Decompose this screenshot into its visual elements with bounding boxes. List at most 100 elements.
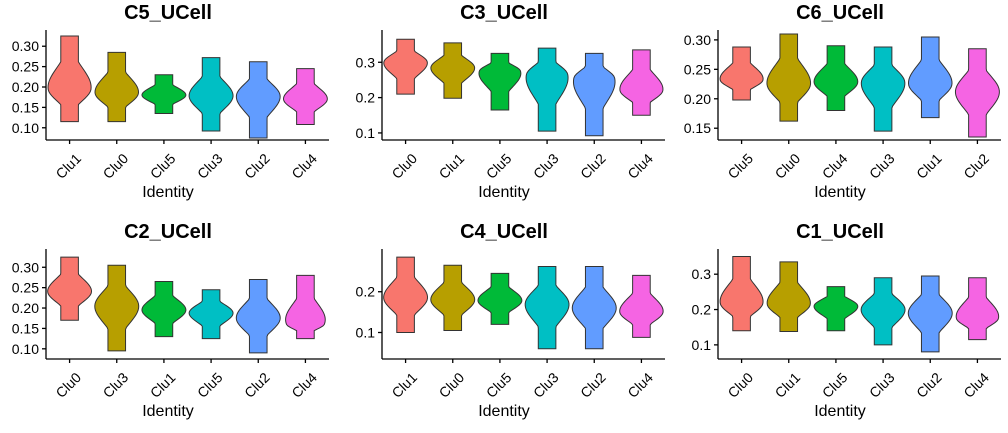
panel-title: C6_UCell <box>796 2 884 24</box>
violin-clu0 <box>719 256 764 332</box>
x-tick-label: Clu2 <box>577 369 609 401</box>
y-tick-label: 0.2 <box>356 90 376 106</box>
y-tick-label: 0.20 <box>12 300 39 316</box>
x-tick-label: Clu3 <box>530 369 562 401</box>
x-tick-label: Clu5 <box>194 369 226 401</box>
violin-panel-4: C4_UCell Identity 0.1 0.2 Clu1 Clu0 Clu5 Clu3 Cl… <box>336 219 672 433</box>
y-tick-label: 0.3 <box>356 54 376 70</box>
violin-clu1 <box>141 281 187 338</box>
x-tick-label: Clu5 <box>483 150 515 182</box>
x-tick-label: Clu4 <box>960 369 992 401</box>
y-tick-label: 0.2 <box>692 302 712 318</box>
y-tick-label: 0.20 <box>684 91 711 107</box>
violin-clu2 <box>571 265 617 350</box>
violin-clu1 <box>383 256 429 333</box>
x-axis-label: Identity <box>478 403 530 420</box>
violin-panel-5: C1_UCell Identity 0.1 0.2 0.3 Clu0 Clu1 Clu5 Clu… <box>672 219 1008 433</box>
panel-title: C3_UCell <box>460 2 548 24</box>
y-tick-label: 0.1 <box>692 337 712 353</box>
x-tick-label: Clu5 <box>147 150 179 182</box>
violin-clu2 <box>572 52 616 137</box>
panel-title: C1_UCell <box>796 221 884 243</box>
violin-clu3 <box>860 277 906 346</box>
violin-clu3 <box>94 264 140 352</box>
violin-clu5 <box>719 46 764 101</box>
y-tick-label: 0.1 <box>356 325 376 341</box>
violin-chart-svg: 0.15 0.20 0.25 0.30 Clu5 Clu0 Clu4 Clu3 Clu1 Clu2 <box>684 30 1001 182</box>
violin-chart-svg: 0.10 0.15 0.20 0.25 0.30 Clu0 Clu3 Clu1 Clu5 Clu2… <box>12 249 329 401</box>
violin-clu0 <box>94 51 140 123</box>
violin-clu5 <box>188 289 234 340</box>
x-tick-label: Clu0 <box>388 150 420 182</box>
x-tick-label: Clu3 <box>100 369 132 401</box>
violin-panel-1: C3_UCell Identity 0.1 0.2 0.3 Clu0 Clu1 Clu5 Clu… <box>336 0 672 214</box>
y-tick-label: 0.3 <box>692 266 712 282</box>
x-tick-label: Clu1 <box>913 150 945 182</box>
violin-clu3 <box>860 46 906 132</box>
violin-clu5 <box>478 52 522 111</box>
violin-clu4 <box>619 49 664 116</box>
violin-clu4 <box>813 45 859 112</box>
x-tick-label: Clu5 <box>819 369 851 401</box>
x-tick-label: Clu3 <box>866 150 898 182</box>
violin-clu3 <box>524 265 570 350</box>
x-axis-label: Identity <box>142 403 194 420</box>
x-tick-label: Clu2 <box>241 150 273 182</box>
x-tick-label: Clu0 <box>52 369 84 401</box>
violin-clu1 <box>430 42 476 99</box>
violin-chart-svg: 0.1 0.2 Clu1 Clu0 Clu5 Clu3 Clu2 Clu4 <box>356 249 665 401</box>
y-tick-label: 0.25 <box>12 59 39 75</box>
violin-clu2 <box>235 61 281 139</box>
y-tick-label: 0.15 <box>12 320 39 336</box>
violin-clu0 <box>430 264 476 331</box>
violin-clu0 <box>47 256 92 321</box>
panel-title: C4_UCell <box>460 221 548 243</box>
y-tick-label: 0.1 <box>356 125 376 141</box>
violin-clu5 <box>141 74 187 114</box>
y-tick-label: 0.20 <box>12 79 39 95</box>
violin-clu2 <box>235 279 281 354</box>
violin-clu4 <box>619 274 664 338</box>
violin-clu0 <box>766 33 812 122</box>
y-tick-label: 0.30 <box>12 38 39 54</box>
x-axis-label: Identity <box>142 184 194 201</box>
violin-chart-svg: 0.1 0.2 0.3 Clu0 Clu1 Clu5 Clu3 Clu2 Clu4 <box>356 30 665 182</box>
y-tick-label: 0.30 <box>684 32 711 48</box>
x-axis-label: Identity <box>814 184 866 201</box>
panel-title: C2_UCell <box>124 221 212 243</box>
x-tick-label: Clu1 <box>388 369 420 401</box>
x-tick-label: Clu1 <box>147 369 179 401</box>
x-tick-label: Clu3 <box>866 369 898 401</box>
y-tick-label: 0.25 <box>684 61 711 77</box>
y-tick-label: 0.25 <box>12 280 39 296</box>
violin-clu4 <box>285 274 326 340</box>
violin-clu1 <box>907 36 953 119</box>
violin-clu0 <box>383 38 428 95</box>
violin-clu4 <box>283 68 328 126</box>
violin-clu5 <box>813 286 859 332</box>
violin-clu3 <box>188 57 234 132</box>
violin-chart-svg: 0.1 0.2 0.3 Clu0 Clu1 Clu5 Clu3 Clu2 Clu4 <box>692 249 1001 401</box>
violin-clu2 <box>907 275 953 353</box>
x-tick-label: Clu4 <box>288 369 320 401</box>
violin-chart-svg: 0.10 0.15 0.20 0.25 0.30 Clu1 Clu0 Clu5 Clu3 Clu2… <box>12 30 329 182</box>
x-tick-label: Clu0 <box>100 150 132 182</box>
x-tick-label: Clu0 <box>772 150 804 182</box>
violin-clu2 <box>954 48 1000 138</box>
y-tick-label: 0.2 <box>356 284 376 300</box>
x-tick-label: Clu3 <box>194 150 226 182</box>
x-tick-label: Clu0 <box>436 369 468 401</box>
x-tick-label: Clu5 <box>724 150 756 182</box>
violin-panel-2: C6_UCell Identity 0.15 0.20 0.25 0.30 Clu5 Clu0… <box>672 0 1008 214</box>
violin-clu1 <box>47 35 92 123</box>
violin-panel-0: C5_UCell Identity 0.10 0.15 0.20 0.25 0.30 Clu1… <box>0 0 336 214</box>
x-tick-label: Clu1 <box>52 150 84 182</box>
panel-title: C5_UCell <box>124 2 212 24</box>
x-tick-label: Clu2 <box>577 150 609 182</box>
x-tick-label: Clu4 <box>624 369 656 401</box>
x-tick-label: Clu4 <box>819 150 851 182</box>
y-tick-label: 0.10 <box>12 120 39 136</box>
x-axis-label: Identity <box>814 403 866 420</box>
x-tick-label: Clu4 <box>288 150 320 182</box>
